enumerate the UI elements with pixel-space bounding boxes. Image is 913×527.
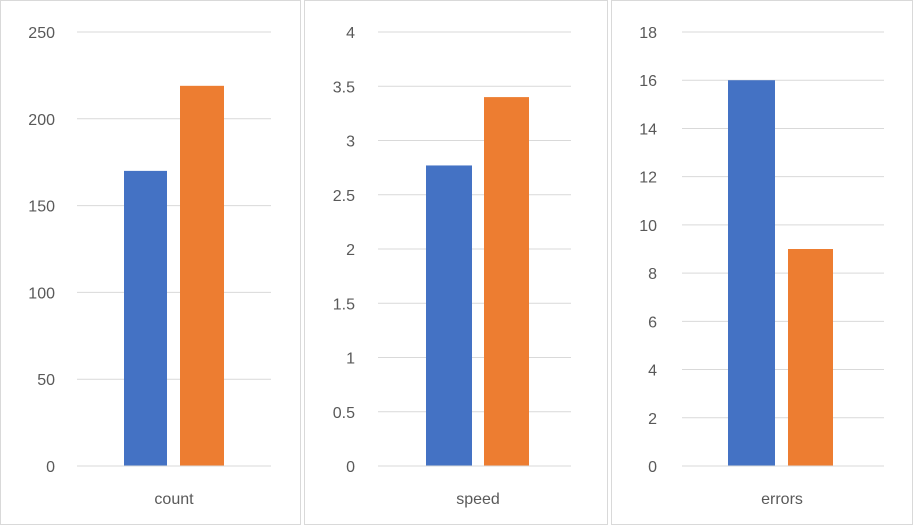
y-tick-label: 0 (346, 459, 355, 476)
y-tick-label: 1.5 (333, 296, 355, 313)
chart-svg-speed: 0 0.5 1 1.5 2 2.5 3 3.5 4 speed (333, 25, 571, 508)
chart-svg-errors: 0 2 4 6 8 10 12 14 16 18 errors (639, 25, 884, 508)
category-label: errors (761, 491, 803, 508)
chart-panel-errors: 0 2 4 6 8 10 12 14 16 18 errors (611, 0, 913, 525)
y-tick-label: 0 (648, 459, 657, 476)
chart-panel-count: 0 50 100 150 200 250 count (0, 0, 301, 525)
bar-series-2 (484, 97, 529, 466)
y-tick-label: 250 (28, 25, 55, 42)
y-tick-label: 150 (28, 199, 55, 216)
y-tick-label: 12 (639, 170, 657, 187)
y-tick-label: 2.5 (333, 188, 355, 205)
y-tick-label: 3.5 (333, 79, 355, 96)
bar-series-1 (728, 80, 775, 466)
y-tick-label: 50 (37, 372, 55, 389)
chart-panel-speed: 0 0.5 1 1.5 2 2.5 3 3.5 4 speed (304, 0, 608, 525)
chart-svg-count: 0 50 100 150 200 250 count (28, 25, 271, 508)
y-tick-label: 3 (346, 134, 355, 151)
y-tick-label: 200 (28, 112, 55, 129)
y-tick-label: 2 (346, 242, 355, 259)
y-tick-label: 8 (648, 266, 657, 283)
bar-series-2 (180, 85, 224, 466)
y-tick-label: 1 (346, 351, 355, 368)
y-tick-label: 100 (28, 285, 55, 302)
y-tick-label: 2 (648, 411, 657, 428)
y-tick-label: 14 (639, 121, 657, 138)
y-tick-label: 6 (648, 314, 657, 331)
bar-series-1 (124, 170, 167, 466)
category-label: count (154, 491, 194, 508)
y-tick-label: 18 (639, 25, 657, 42)
category-label: speed (456, 491, 500, 508)
y-tick-label: 0 (46, 459, 55, 476)
y-tick-label: 10 (639, 218, 657, 235)
y-tick-label: 4 (648, 363, 657, 380)
bar-series-2 (788, 249, 833, 466)
y-tick-label: 16 (639, 73, 657, 90)
bar-series-1 (426, 165, 472, 466)
y-tick-label: 4 (346, 25, 355, 42)
y-tick-label: 0.5 (333, 405, 355, 422)
